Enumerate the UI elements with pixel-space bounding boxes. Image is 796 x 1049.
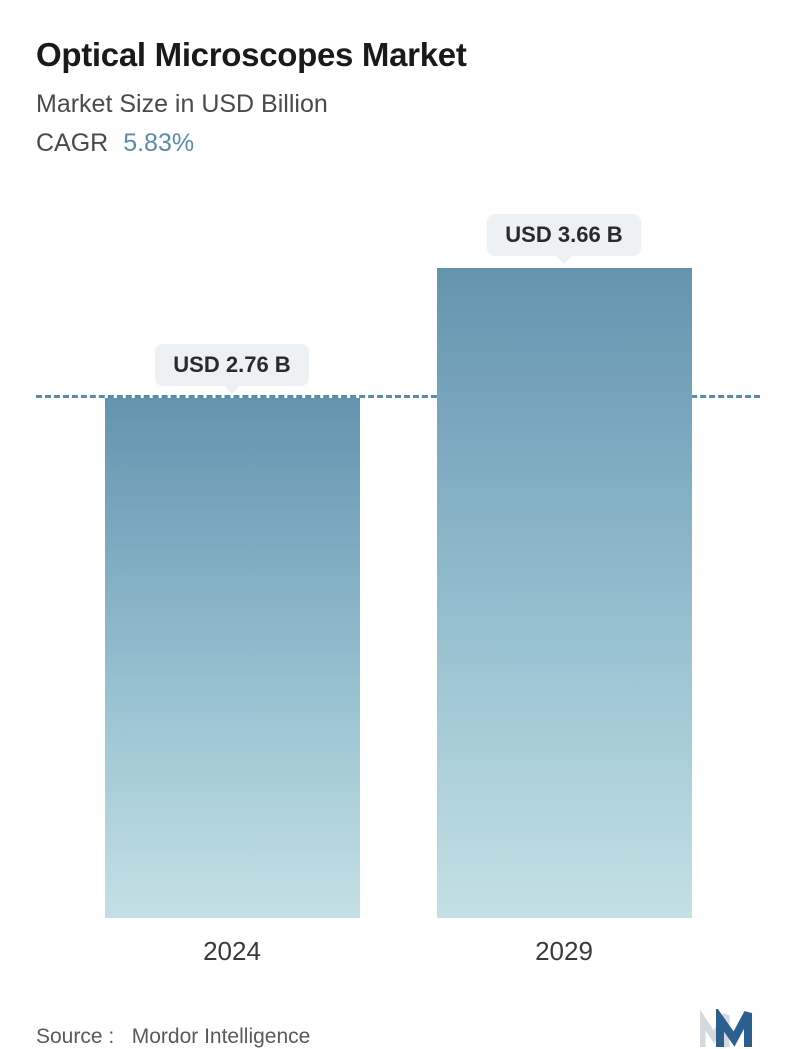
chart-subtitle: Market Size in USD Billion [36, 90, 760, 119]
x-axis-labels: 2024 2029 [36, 918, 760, 967]
chart-area: USD 2.76 B USD 3.66 B [36, 214, 760, 918]
x-label-2024: 2024 [105, 936, 360, 967]
bar-group-2024: USD 2.76 B [105, 344, 360, 918]
footer: Source : Mordor Intelligence [36, 997, 760, 1049]
mordor-logo-icon [700, 1009, 760, 1049]
bar-value-label-2024: USD 2.76 B [155, 344, 308, 386]
source-prefix: Source : [36, 1025, 114, 1048]
bar-value-label-2029: USD 3.66 B [487, 214, 640, 256]
chart-title: Optical Microscopes Market [36, 36, 760, 74]
cagr-value: 5.83% [123, 129, 194, 157]
bar-2024 [105, 398, 360, 918]
bar-2029 [437, 268, 692, 918]
cagr-label: CAGR [36, 129, 108, 157]
source-attribution: Source : Mordor Intelligence [36, 1025, 310, 1049]
bar-group-2029: USD 3.66 B [437, 214, 692, 918]
cagr-line: CAGR 5.83% [36, 129, 760, 158]
x-label-2029: 2029 [437, 936, 692, 967]
source-name: Mordor Intelligence [132, 1025, 311, 1048]
